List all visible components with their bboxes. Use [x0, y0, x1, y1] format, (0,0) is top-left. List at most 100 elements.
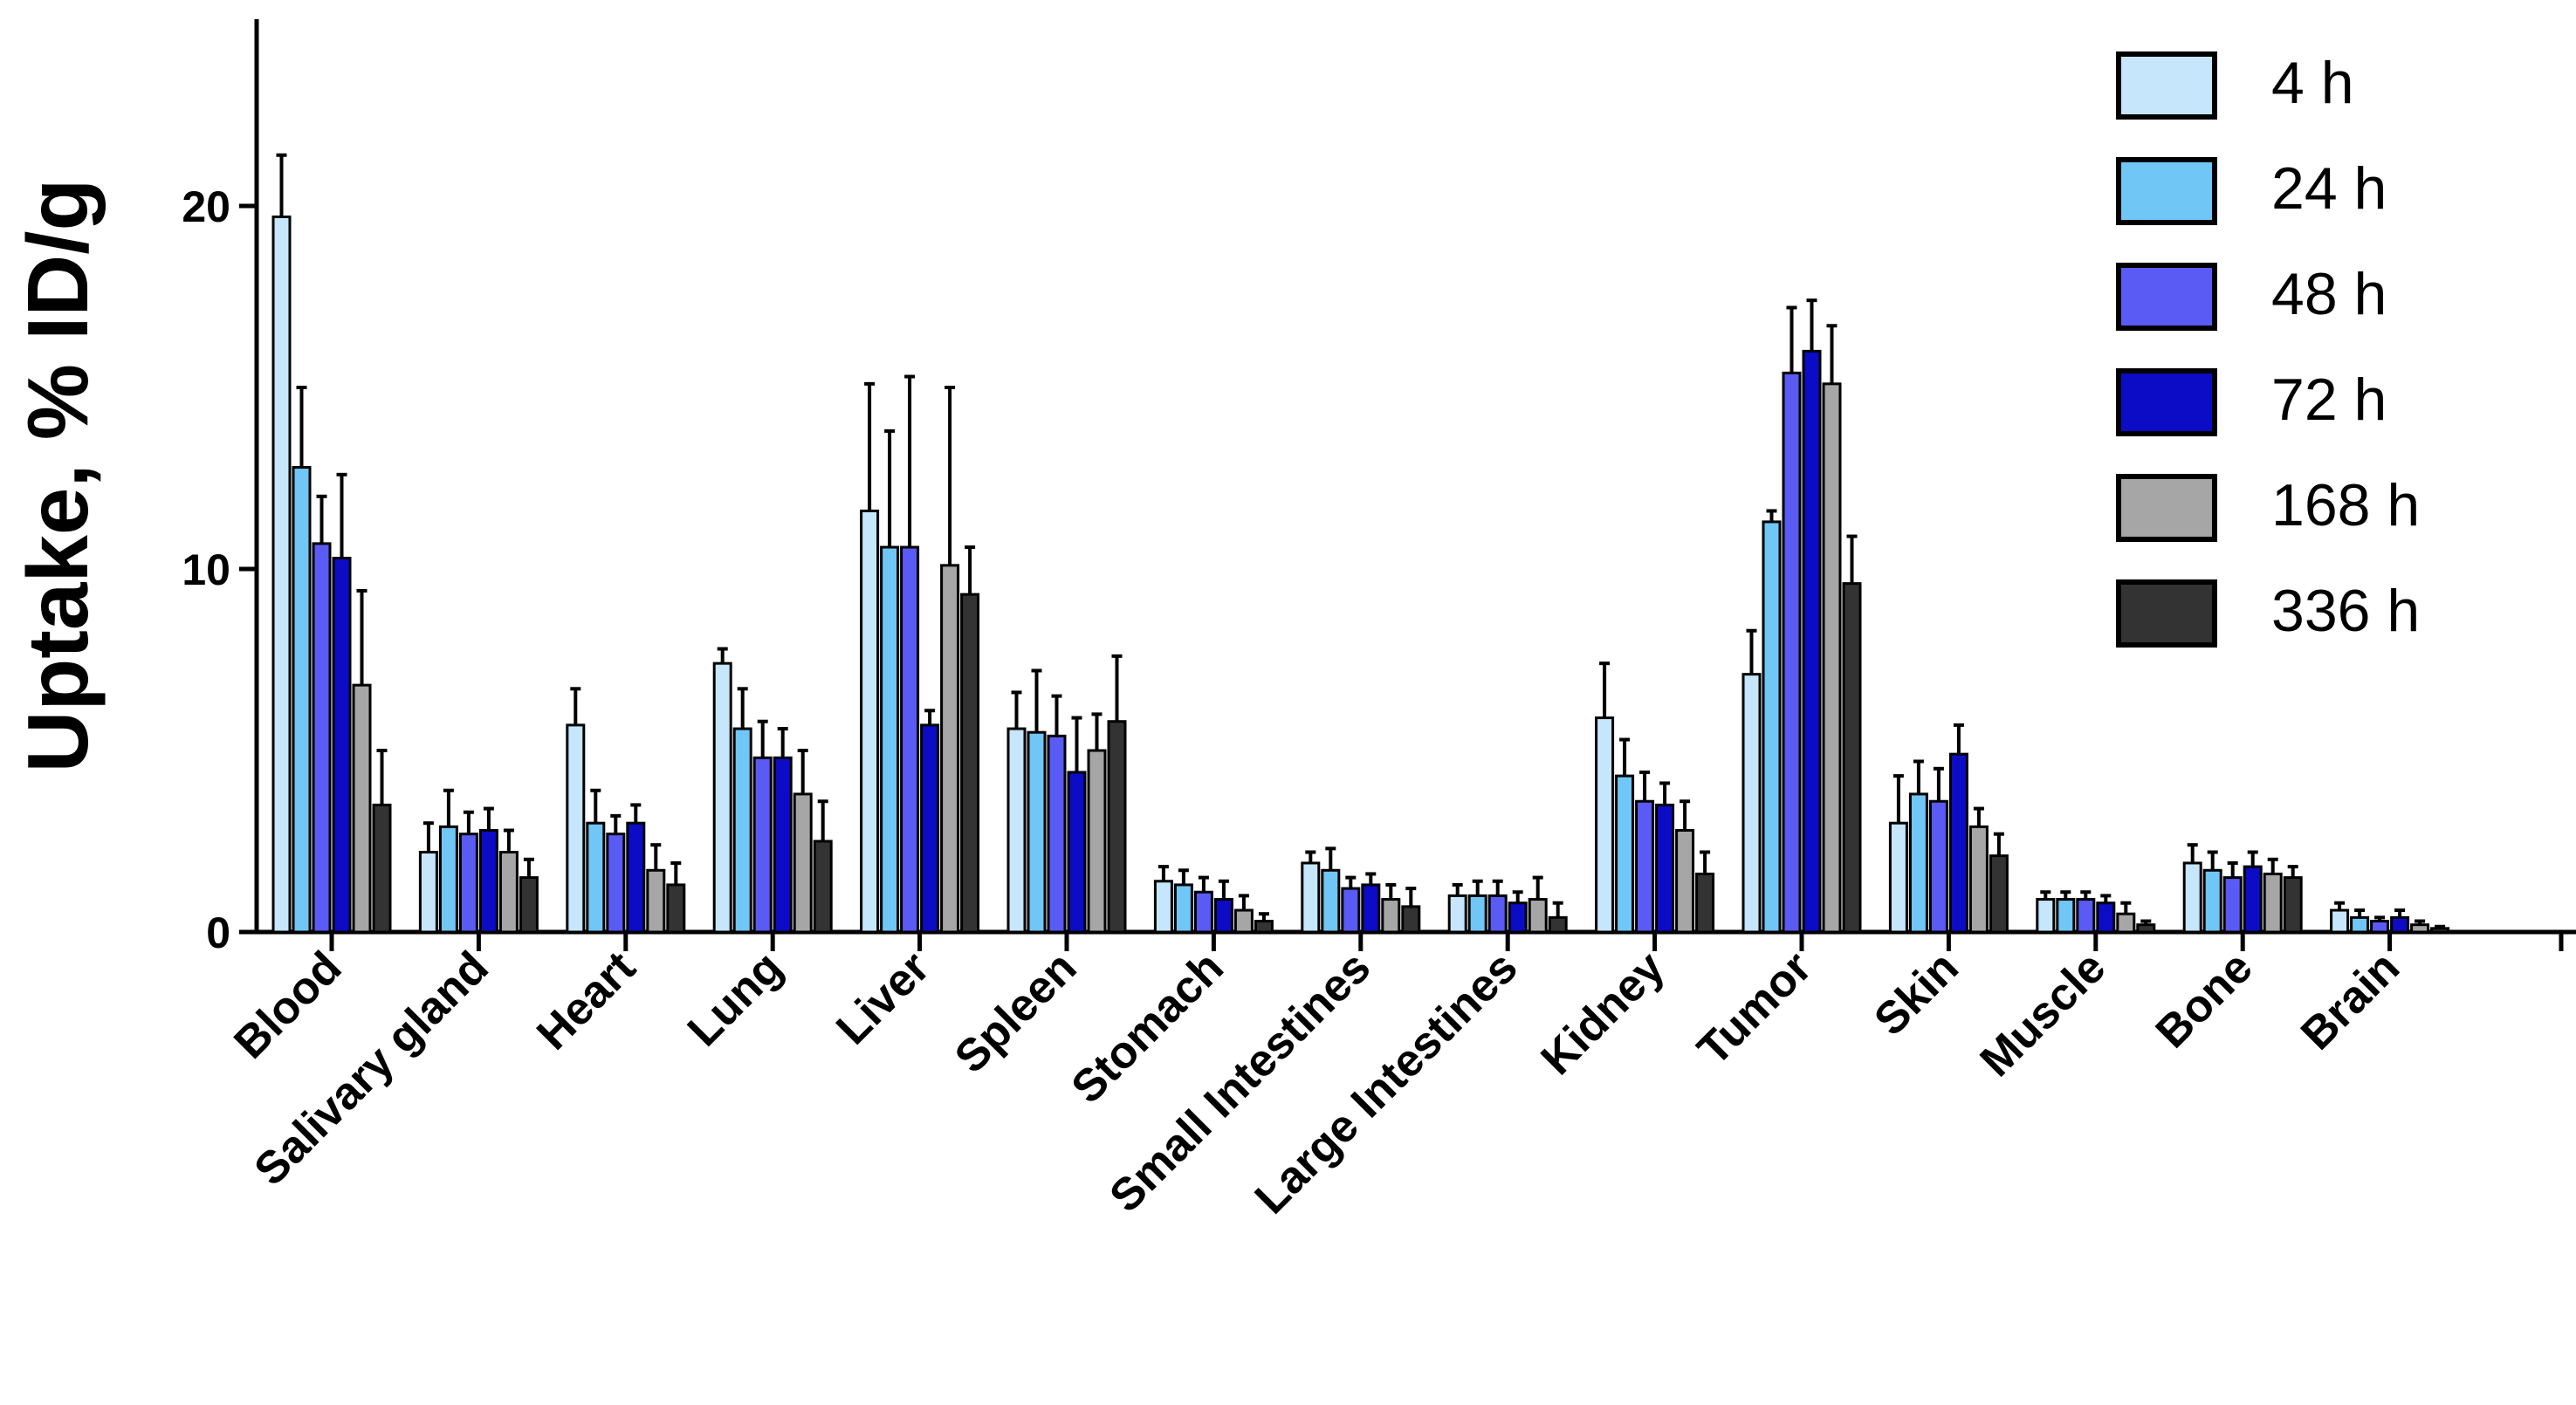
- legend-swatch: [2116, 263, 2217, 331]
- bar: [1989, 854, 2009, 934]
- bar: [2182, 861, 2202, 934]
- bar: [1107, 720, 1127, 934]
- bar: [1447, 894, 1467, 934]
- bar: [793, 792, 813, 934]
- bar: [1193, 890, 1213, 934]
- legend: 4 h 24 h 48 h 72 h 168 h 336 h: [2116, 50, 2420, 648]
- legend-label: 4 h: [2271, 50, 2354, 116]
- bar: [292, 466, 312, 934]
- bar: [352, 683, 372, 934]
- bar: [1321, 868, 1341, 934]
- bar: [2222, 876, 2243, 934]
- bar: [438, 825, 458, 934]
- bar: [1153, 880, 1173, 934]
- bar: [2076, 898, 2096, 934]
- bar: [860, 509, 880, 934]
- bar: [1067, 771, 1087, 934]
- bar: [1381, 898, 1401, 934]
- bars: [271, 215, 2450, 934]
- y-tick-label: 0: [206, 908, 230, 957]
- bar: [1087, 749, 1107, 934]
- bar: [1928, 799, 1948, 934]
- bar: [626, 821, 646, 934]
- bar: [1173, 883, 1193, 934]
- bar: [1401, 905, 1421, 934]
- legend-label: 24 h: [2271, 155, 2387, 222]
- bar: [1487, 894, 1508, 934]
- bar: [813, 840, 833, 934]
- category-label: Skin: [1865, 942, 1968, 1045]
- bar: [1341, 887, 1361, 934]
- bar: [271, 215, 292, 934]
- bar: [312, 542, 332, 934]
- bar: [2283, 876, 2303, 934]
- bar: [1908, 792, 1928, 934]
- bar: [773, 756, 793, 934]
- category-label: Bone: [2147, 942, 2263, 1058]
- bar: [1467, 894, 1487, 934]
- legend-swatch: [2116, 579, 2217, 648]
- y-tick-label: 10: [182, 545, 230, 594]
- bar: [2096, 901, 2116, 934]
- bar: [2202, 868, 2222, 934]
- bar: [920, 723, 940, 934]
- category-label: Small Intestines: [1100, 942, 1380, 1222]
- bar: [1822, 382, 1842, 934]
- bar: [1948, 752, 1968, 934]
- bar: [1615, 774, 1635, 934]
- bar: [1508, 901, 1528, 934]
- bar: [1233, 908, 1254, 934]
- bar: [712, 661, 732, 934]
- bar: [1301, 861, 1321, 934]
- bar: [458, 833, 478, 934]
- bar: [752, 756, 773, 934]
- category-label: Tumor: [1688, 942, 1822, 1075]
- bar: [1888, 821, 1908, 934]
- bar: [880, 545, 900, 934]
- bar: [2263, 872, 2283, 934]
- bar: [1548, 915, 1568, 934]
- bar: [498, 850, 519, 934]
- bar: [2350, 915, 2370, 934]
- bar: [732, 727, 752, 934]
- legend-label: 72 h: [2271, 367, 2387, 433]
- bar: [1842, 582, 1862, 934]
- category-label: Heart: [527, 942, 645, 1059]
- bar: [1695, 872, 1715, 934]
- bar: [1635, 799, 1655, 934]
- y-axis-title: Uptake, % ID/g: [10, 179, 106, 773]
- y-tick-label: 20: [182, 182, 230, 231]
- legend-label: 48 h: [2271, 261, 2387, 327]
- bar: [2330, 908, 2350, 934]
- bar: [1213, 898, 1233, 934]
- bar: [2390, 915, 2410, 934]
- legend-swatch: [2116, 368, 2217, 436]
- bar: [666, 883, 686, 934]
- bar: [586, 821, 606, 934]
- bar: [1047, 734, 1067, 934]
- bar: [960, 593, 980, 934]
- legend-swatch: [2116, 474, 2217, 542]
- bar: [1968, 825, 1989, 934]
- category-label: Muscle: [1971, 942, 2116, 1086]
- bar: [1802, 349, 1822, 934]
- bar: [1741, 673, 1762, 934]
- category-label: Blood: [224, 942, 351, 1068]
- bar: [2370, 920, 2390, 934]
- bar: [1782, 371, 1802, 934]
- category-label: Large Intestines: [1246, 942, 1528, 1223]
- bar: [900, 545, 920, 934]
- bar: [606, 833, 626, 934]
- bar: [2136, 923, 2156, 934]
- legend-swatch: [2116, 157, 2217, 225]
- category-label: Liver: [827, 942, 939, 1054]
- error-bars: [276, 153, 2446, 929]
- bar: [566, 723, 586, 934]
- bar: [1027, 730, 1047, 934]
- bar: [2430, 927, 2450, 934]
- category-label: Spleen: [945, 942, 1087, 1083]
- bar: [478, 829, 498, 934]
- bar: [1762, 520, 1782, 934]
